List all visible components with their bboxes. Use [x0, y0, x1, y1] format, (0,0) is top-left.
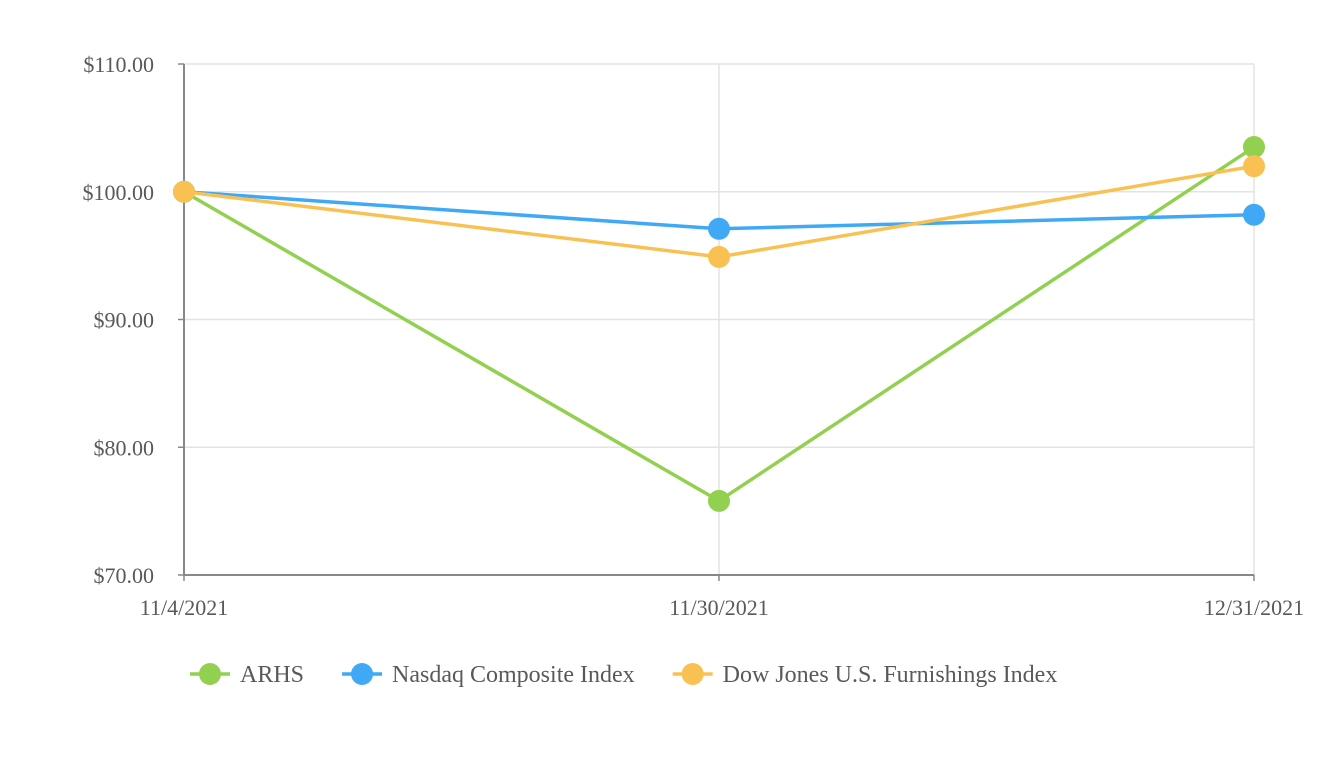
- y-tick-label: $90.00: [94, 308, 155, 333]
- data-point[interactable]: [708, 489, 730, 512]
- x-tick-label: 11/4/2021: [140, 595, 228, 620]
- legend-marker-swatch: [681, 663, 704, 685]
- data-point[interactable]: [1243, 155, 1265, 178]
- data-point[interactable]: [173, 180, 195, 203]
- legend-item[interactable]: Dow Jones U.S. Furnishings Index: [672, 662, 1058, 688]
- legend-label: ARHS: [240, 662, 304, 688]
- legend-item[interactable]: Nasdaq Composite Index: [342, 662, 635, 688]
- y-axis-ticks: $70.00 $80.00 $90.00 $100.00 $110.00: [83, 52, 184, 588]
- series-dow-jones-u-s-furnishings-index: [173, 155, 1265, 268]
- x-tick-label: 12/31/2021: [1204, 595, 1304, 620]
- y-tick-label: $70.00: [94, 563, 155, 588]
- data-point[interactable]: [1243, 136, 1265, 159]
- y-tick-label: $110.00: [83, 52, 154, 77]
- legend-marker-swatch: [351, 663, 374, 685]
- legend-item[interactable]: ARHS: [190, 662, 304, 688]
- x-axis-ticks: 11/4/2021 11/30/2021 12/31/2021: [140, 575, 1304, 620]
- data-point[interactable]: [708, 245, 730, 268]
- y-tick-label: $80.00: [94, 435, 155, 460]
- legend-marker-swatch: [199, 663, 221, 685]
- series: [173, 136, 1265, 512]
- data-point[interactable]: [1243, 203, 1265, 226]
- y-tick-label: $100.00: [83, 180, 155, 205]
- data-point[interactable]: [708, 217, 730, 240]
- legend-label: Nasdaq Composite Index: [392, 662, 635, 688]
- x-tick-label: 11/30/2021: [669, 595, 768, 620]
- legend-label: Dow Jones U.S. Furnishings Index: [723, 662, 1058, 688]
- legend: ARHS Nasdaq Composite Index Dow Jones U.S.…: [190, 662, 1057, 688]
